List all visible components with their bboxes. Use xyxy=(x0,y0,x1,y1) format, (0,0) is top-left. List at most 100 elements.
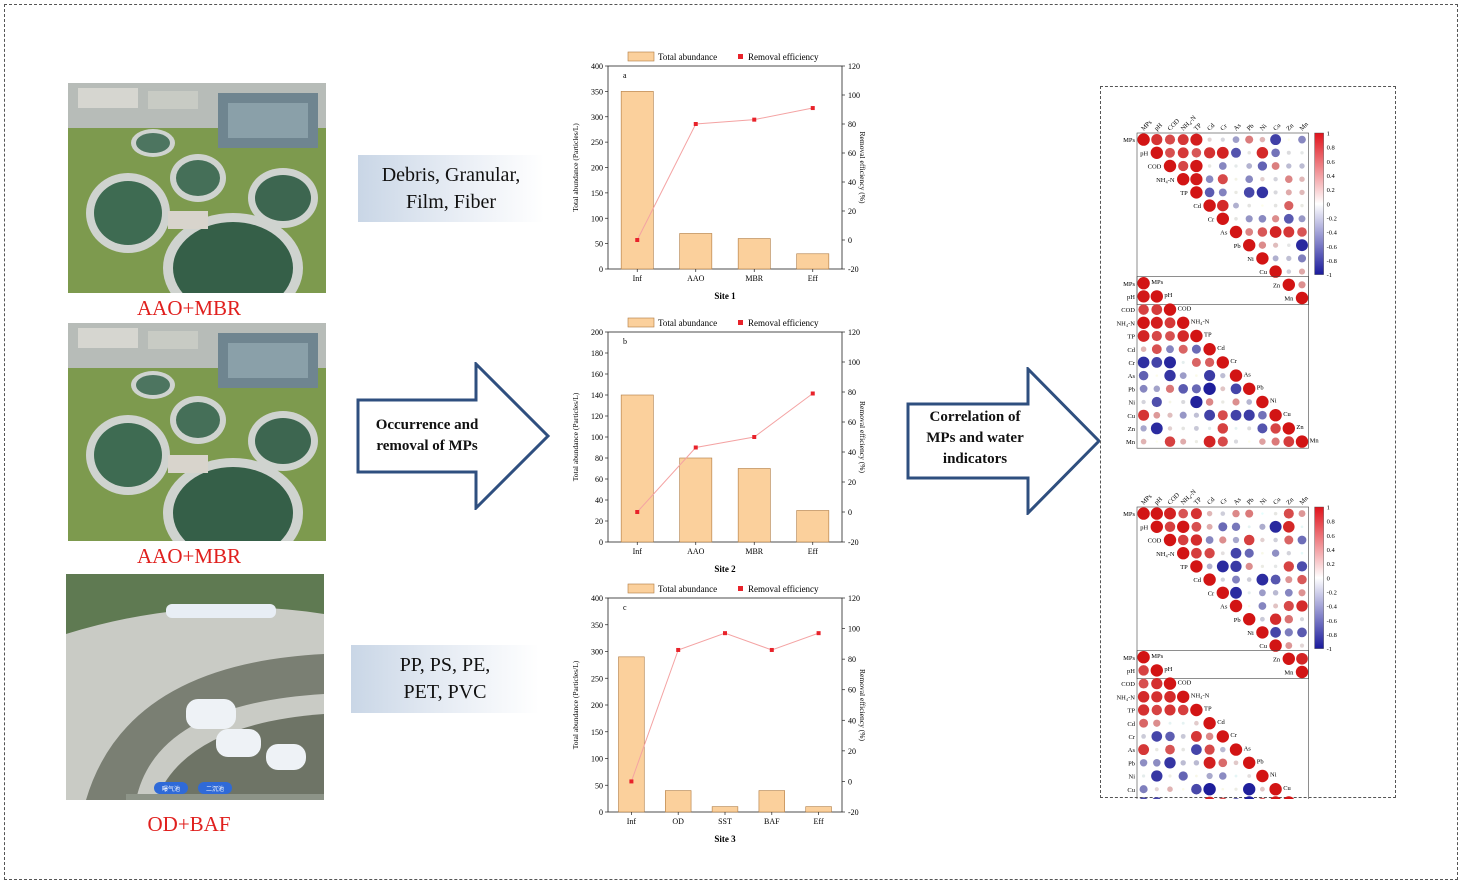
corr-cell xyxy=(1269,783,1282,796)
corr-col-label: Cr xyxy=(1219,122,1229,132)
corr-cell xyxy=(1220,551,1225,556)
corr-cell xyxy=(1247,203,1252,208)
corr-cell xyxy=(1295,665,1309,679)
corr-cell xyxy=(1205,732,1214,741)
x-tick-label: AAO xyxy=(687,274,705,283)
plant-photo-3: 曝气池 二沉池 xyxy=(66,574,324,800)
y2-tick-label: 120 xyxy=(848,594,860,603)
colorbar-tick-label: -0.4 xyxy=(1327,230,1338,237)
legend: Total abundance Removal efficiency xyxy=(627,51,819,62)
y-tick-label: 0 xyxy=(599,808,603,817)
x-tick-label: OD xyxy=(672,817,684,826)
corr-cell xyxy=(1256,573,1269,586)
corr-diag-label: Cu xyxy=(1283,411,1291,418)
y2-tick-label: 120 xyxy=(848,328,860,337)
legend-bar-label: Total abundance xyxy=(658,318,717,328)
corr-cell xyxy=(1150,520,1163,533)
corr-cell xyxy=(1286,163,1292,169)
corr-cell xyxy=(1232,536,1240,544)
corr-cell xyxy=(1151,344,1162,355)
corr-row-label: TP xyxy=(1127,708,1135,715)
corr-cell xyxy=(1177,534,1189,546)
corr-cell xyxy=(1234,164,1238,168)
corr-cell xyxy=(1283,508,1294,519)
corr-cell xyxy=(1204,147,1216,159)
y-tick-label: 160 xyxy=(591,370,603,379)
corr-cell xyxy=(1260,616,1265,622)
bar-aao xyxy=(679,233,713,270)
chart-site-2: Total abundance Removal efficiency b 0 20 40 6… xyxy=(571,317,866,574)
corr-cell xyxy=(1216,212,1229,225)
corr-cell xyxy=(1284,535,1294,545)
corr-cell xyxy=(1217,410,1228,421)
corr-cell xyxy=(1153,759,1161,767)
colorbar-tick-label: 0.4 xyxy=(1327,547,1336,554)
corr-cell xyxy=(1140,438,1147,445)
corr-cell xyxy=(1234,216,1238,221)
chart-title: Site 3 xyxy=(714,834,736,844)
corr-cell xyxy=(1298,268,1306,275)
corr-cell xyxy=(1203,343,1216,356)
corr-col-label: MPs xyxy=(1140,119,1154,133)
corr-row-label: Cr xyxy=(1208,216,1215,223)
corr-cell xyxy=(1243,796,1256,809)
corr-cell xyxy=(1286,269,1292,274)
corr-cell xyxy=(1164,369,1176,382)
corr-col-label: Cr xyxy=(1219,496,1229,506)
corr-diag-label: COD xyxy=(1178,679,1192,686)
corr-cell xyxy=(1193,425,1199,431)
y-tick-label: 100 xyxy=(591,433,603,442)
corr-diag-label: Cu xyxy=(1283,785,1291,792)
corr-cell xyxy=(1204,548,1215,559)
corr-cell xyxy=(1137,507,1150,520)
bar-mbr xyxy=(737,238,771,270)
y2-tick-label: 100 xyxy=(848,358,860,367)
efficiency-line xyxy=(636,393,814,513)
corr-cell xyxy=(1166,345,1174,354)
corr-cell xyxy=(1272,590,1279,596)
corr-cell xyxy=(1285,189,1292,196)
corr-cell xyxy=(1205,536,1214,544)
colorbar-tick-label: 0.2 xyxy=(1327,187,1335,194)
y-axis-label: Total abundance (Particles/L) xyxy=(571,660,580,749)
corr-cell xyxy=(1243,613,1256,626)
corr-cell xyxy=(1204,357,1215,368)
corr-cell xyxy=(1270,423,1281,434)
corr-cell xyxy=(1205,175,1214,184)
corr-diag-label: pH xyxy=(1164,666,1172,673)
x-tick-label: BAF xyxy=(764,817,780,826)
y2-tick-label: 20 xyxy=(848,747,856,756)
corr-cell xyxy=(1247,591,1251,595)
x-tick-label: Eff xyxy=(808,547,818,556)
legend-bar-swatch xyxy=(627,317,655,328)
colorbar-tick-label: 0.6 xyxy=(1327,533,1336,540)
corr-col-label: MPs xyxy=(1140,493,1154,507)
corr-row-label: Zn xyxy=(1273,282,1281,289)
corr-cell xyxy=(1287,138,1291,141)
corr-cell xyxy=(1220,746,1226,753)
y-tick-label: 150 xyxy=(591,728,603,737)
corr-cell xyxy=(1256,147,1269,159)
panel-letter: a xyxy=(623,71,627,80)
corr-cell xyxy=(1232,509,1240,518)
corr-row-label: Cr xyxy=(1129,734,1136,741)
corr-cell xyxy=(1298,281,1306,289)
corr-cell xyxy=(1219,772,1227,780)
corr-cell xyxy=(1203,756,1216,769)
corr-cell xyxy=(1220,511,1226,516)
corr-cell xyxy=(1180,733,1186,739)
corr-cell xyxy=(1282,422,1295,435)
corr-cell xyxy=(1181,360,1185,364)
legend: Total abundance Removal efficiency xyxy=(627,583,819,594)
corr-cell xyxy=(1206,772,1213,780)
corr-cell xyxy=(1270,627,1281,638)
corr-cell xyxy=(1217,199,1229,212)
corr-row-label: Mn xyxy=(1126,439,1136,446)
corr-row-label: NH₄-N xyxy=(1156,177,1175,184)
y2-tick-label: 40 xyxy=(848,716,856,725)
efficiency-point-aao xyxy=(693,445,698,450)
corr-row-label: As xyxy=(1220,604,1228,611)
colorbar-tick-label: 1 xyxy=(1327,131,1330,138)
legend-bar-swatch xyxy=(627,51,655,62)
corr-cell xyxy=(1300,203,1304,208)
